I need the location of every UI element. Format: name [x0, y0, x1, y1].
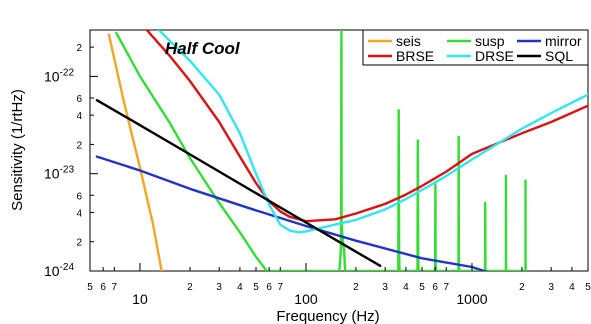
x-tick-label: 1000 [456, 291, 487, 307]
y-tick-label: 10-22 [44, 67, 74, 84]
series-line-drse [157, 30, 588, 234]
y-axis-label: Sensitivity (1/rtHz) [9, 89, 26, 211]
x-minor-tick-label: 3 [548, 282, 554, 293]
x-minor-tick-label: 7 [443, 282, 449, 293]
legend-label-brse: BRSE [396, 48, 434, 64]
legend-box [362, 29, 589, 66]
x-minor-tick-label: 2 [353, 282, 359, 293]
x-minor-tick-label: 6 [100, 282, 106, 293]
x-minor-tick-label: 2 [187, 282, 193, 293]
y-tick-label: 10-24 [44, 262, 74, 279]
x-tick-label: 10 [132, 291, 148, 307]
legend-label-susp: susp [475, 33, 505, 49]
x-minor-tick-label: 4 [237, 282, 243, 293]
y-minor-tick-label: 2 [76, 238, 82, 249]
series-layer [95, 30, 588, 271]
y-minor-tick-label: 4 [76, 208, 82, 219]
series-line-seis [107, 33, 163, 271]
x-minor-tick-label: 5 [585, 282, 591, 293]
legend-label-seis: seis [396, 33, 421, 49]
x-minor-tick-label: 2 [519, 282, 525, 293]
x-minor-tick-label: 6 [432, 282, 438, 293]
legend-label-drse: DRSE [475, 48, 514, 64]
legend-label-sql: SQL [545, 48, 573, 64]
y-minor-tick-label: 2 [76, 43, 82, 54]
x-minor-tick-label: 5 [87, 282, 93, 293]
annotation-half-cool: Half Cool [165, 39, 241, 58]
series-line-susp [115, 30, 527, 271]
x-minor-tick-label: 5 [253, 282, 259, 293]
y-tick-label: 10-23 [44, 165, 74, 182]
y-minor-tick-label: 2 [76, 140, 82, 151]
y-minor-tick-label: 6 [76, 94, 82, 105]
series-line-mirror [95, 155, 489, 271]
x-minor-tick-label: 4 [569, 282, 575, 293]
y-minor-tick-label: 4 [76, 111, 82, 122]
legend: seis susp mirror BRSE DRSE SQL [362, 29, 589, 66]
x-minor-tick-label: 3 [216, 282, 222, 293]
series-line-sql [95, 99, 382, 267]
x-minor-tick-label: 7 [277, 282, 283, 293]
x-minor-tick-label: 3 [382, 282, 388, 293]
x-minor-tick-label: 7 [111, 282, 117, 293]
y-minor-tick-label: 6 [76, 191, 82, 202]
legend-label-mirror: mirror [545, 33, 582, 49]
x-axis-label: Frequency (Hz) [276, 308, 379, 324]
series-line-brse [145, 30, 588, 223]
x-tick-label: 100 [294, 291, 318, 307]
x-minor-tick-label: 5 [419, 282, 425, 293]
x-minor-tick-label: 4 [403, 282, 409, 293]
x-minor-tick-label: 6 [266, 282, 272, 293]
